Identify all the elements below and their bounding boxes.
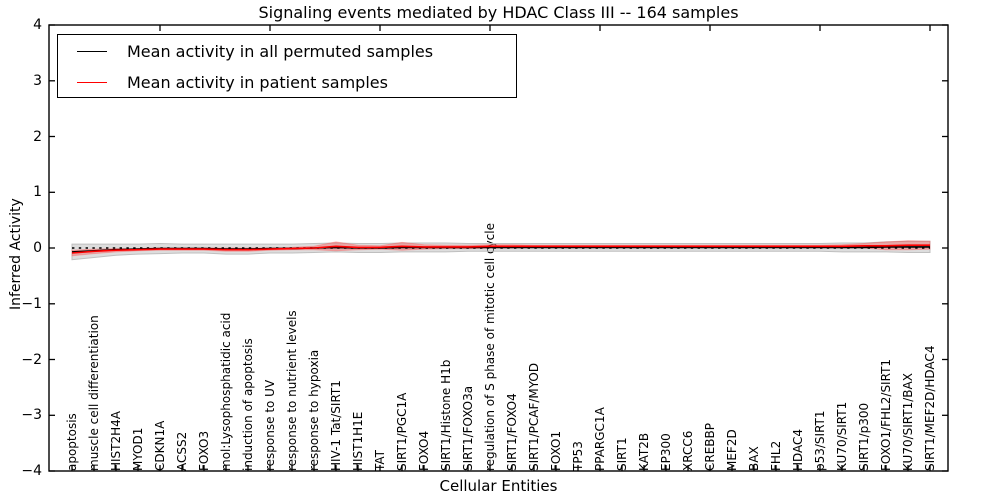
x-tick-label: SIRT1/FOXO3a [461, 385, 475, 471]
x-tick-label: SIRT1/p300 [857, 402, 871, 471]
x-tick-label: SIRT1/MEF2D/HDAC4 [923, 345, 937, 471]
x-tick-label: MYOD1 [131, 427, 145, 471]
x-tick-label: MEF2D [725, 429, 739, 471]
x-tick-label: EP300 [659, 433, 673, 471]
y-tick-label: 0 [33, 240, 42, 256]
x-tick-label: TAT [373, 449, 387, 471]
x-tick-label: SIRT1/PGC1A [395, 392, 409, 471]
x-tick-label: muscle cell differentiation [87, 315, 101, 471]
x-tick-label: FOXO1/FHL2/SIRT1 [879, 358, 893, 471]
x-tick-label: TP53 [571, 441, 585, 471]
y-tick-label: 4 [33, 17, 42, 33]
series-line-0 [71, 246, 930, 253]
y-tick-label: 2 [33, 128, 42, 145]
x-tick-label: apoptosis [65, 413, 79, 471]
y-tick-label: −4 [21, 463, 42, 479]
x-tick-label: CREBBP [703, 423, 717, 471]
permuted-samples-envelope [71, 240, 931, 261]
x-tick-label: regulation of S phase of mitotic cell cy… [483, 223, 497, 471]
legend-label-patient: Mean activity in patient samples [127, 72, 388, 92]
x-tick-label: FHL2 [769, 440, 783, 471]
x-tick-label: KU70/SIRT1/BAX [901, 373, 915, 471]
x-tick-label: mol:Lysophosphatidic acid [219, 312, 233, 471]
x-tick-label: ACSS2 [175, 431, 189, 471]
x-tick-label: PPARGC1A [593, 407, 607, 471]
x-tick-label: SIRT1/Histone H1b [439, 359, 453, 471]
x-tick-label: response to hypoxia [307, 349, 321, 471]
permuted-line-swatch [77, 50, 107, 52]
x-tick-label: XRCC6 [681, 430, 695, 471]
x-tick-label: KAT2B [637, 432, 651, 471]
x-tick-label: HDAC4 [791, 428, 805, 471]
legend: Mean activity in all permuted samples Me… [57, 34, 517, 98]
x-tick-label: SIRT1 [615, 437, 629, 471]
x-tick-label: FOXO3 [197, 430, 211, 471]
x-tick-label: HIV-1 Tat/SIRT1 [329, 380, 343, 471]
patient-line-swatch [77, 81, 107, 83]
y-tick-label: 3 [33, 72, 42, 89]
x-tick-label: BAX [747, 446, 761, 471]
chart-title: Signaling events mediated by HDAC Class … [258, 3, 739, 22]
x-tick-label: SIRT1/PCAF/MYOD [527, 362, 541, 471]
x-tick-label: KU70/SIRT1 [835, 401, 849, 471]
x-tick-label: SIRT1/FOXO4 [505, 393, 519, 471]
x-tick-label: HIST1H1E [351, 411, 365, 471]
y-tick-label: −3 [21, 407, 42, 424]
x-tick-label: response to nutrient levels [285, 310, 299, 471]
series-line-1 [71, 244, 930, 254]
x-tick-label: CDKN1A [153, 420, 167, 471]
x-axis-label: Cellular Entities [439, 477, 558, 495]
y-tick-label: −1 [21, 295, 42, 312]
x-tick-label: response to UV [263, 379, 277, 471]
patient-samples-envelope [71, 240, 931, 257]
x-tick-label: FOXO1 [549, 430, 563, 471]
x-tick-label: p53/SIRT1 [813, 410, 827, 471]
legend-label-permuted: Mean activity in all permuted samples [127, 41, 434, 61]
x-tick-label: HIST2H4A [109, 410, 123, 471]
x-tick-label: FOXO4 [417, 430, 431, 471]
x-tick-label: induction of apoptosis [241, 338, 255, 471]
legend-row-patient: Mean activity in patient samples [58, 67, 516, 97]
legend-row-permuted: Mean activity in all permuted samples [58, 36, 516, 66]
y-tick-label: 1 [33, 184, 42, 201]
y-tick-label: −2 [21, 351, 42, 368]
